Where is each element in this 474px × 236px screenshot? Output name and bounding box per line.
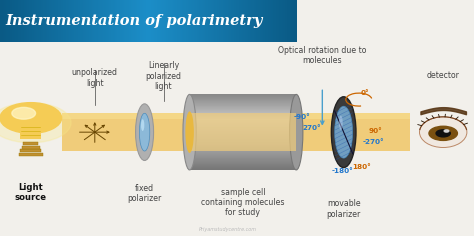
- Text: 90°: 90°: [368, 128, 382, 134]
- Ellipse shape: [339, 116, 343, 130]
- Text: sample cell
containing molecules
for study: sample cell containing molecules for stu…: [201, 188, 285, 217]
- Circle shape: [12, 107, 36, 119]
- Bar: [20, 123, 41, 139]
- Text: -90°: -90°: [294, 114, 310, 120]
- Text: -270°: -270°: [363, 139, 384, 145]
- Text: 0°: 0°: [360, 90, 369, 96]
- Text: Linearly
polarized
light: Linearly polarized light: [146, 61, 182, 91]
- Text: 270°: 270°: [302, 125, 320, 131]
- Ellipse shape: [185, 111, 194, 153]
- Text: 180°: 180°: [352, 164, 371, 170]
- Ellipse shape: [290, 94, 303, 170]
- Text: Priyamstudycentre.com: Priyamstudycentre.com: [199, 228, 256, 232]
- Bar: [23, 142, 38, 145]
- Text: Optical rotation due to
molecules: Optical rotation due to molecules: [278, 46, 366, 65]
- Bar: [20, 149, 41, 152]
- Bar: [22, 146, 40, 149]
- Circle shape: [436, 130, 450, 137]
- Text: unpolarized
light: unpolarized light: [72, 68, 118, 88]
- Text: Light
source: Light source: [15, 183, 47, 202]
- Ellipse shape: [141, 119, 144, 131]
- Circle shape: [429, 126, 457, 140]
- Text: detector: detector: [427, 71, 460, 80]
- Circle shape: [0, 103, 71, 143]
- Ellipse shape: [139, 113, 150, 151]
- Bar: [62, 113, 410, 151]
- Circle shape: [444, 130, 449, 132]
- Text: fixed
polarizer: fixed polarizer: [128, 184, 162, 203]
- Bar: [19, 153, 43, 156]
- Text: -180°: -180°: [332, 168, 354, 174]
- Ellipse shape: [136, 104, 154, 160]
- Ellipse shape: [419, 117, 467, 148]
- Bar: [190, 113, 296, 151]
- Bar: [62, 113, 410, 119]
- Ellipse shape: [335, 106, 353, 158]
- Circle shape: [0, 103, 62, 133]
- Text: Instrumentation of polarimetry: Instrumentation of polarimetry: [6, 14, 263, 28]
- Ellipse shape: [183, 94, 196, 170]
- Ellipse shape: [331, 97, 356, 168]
- Text: movable
polarizer: movable polarizer: [327, 199, 361, 219]
